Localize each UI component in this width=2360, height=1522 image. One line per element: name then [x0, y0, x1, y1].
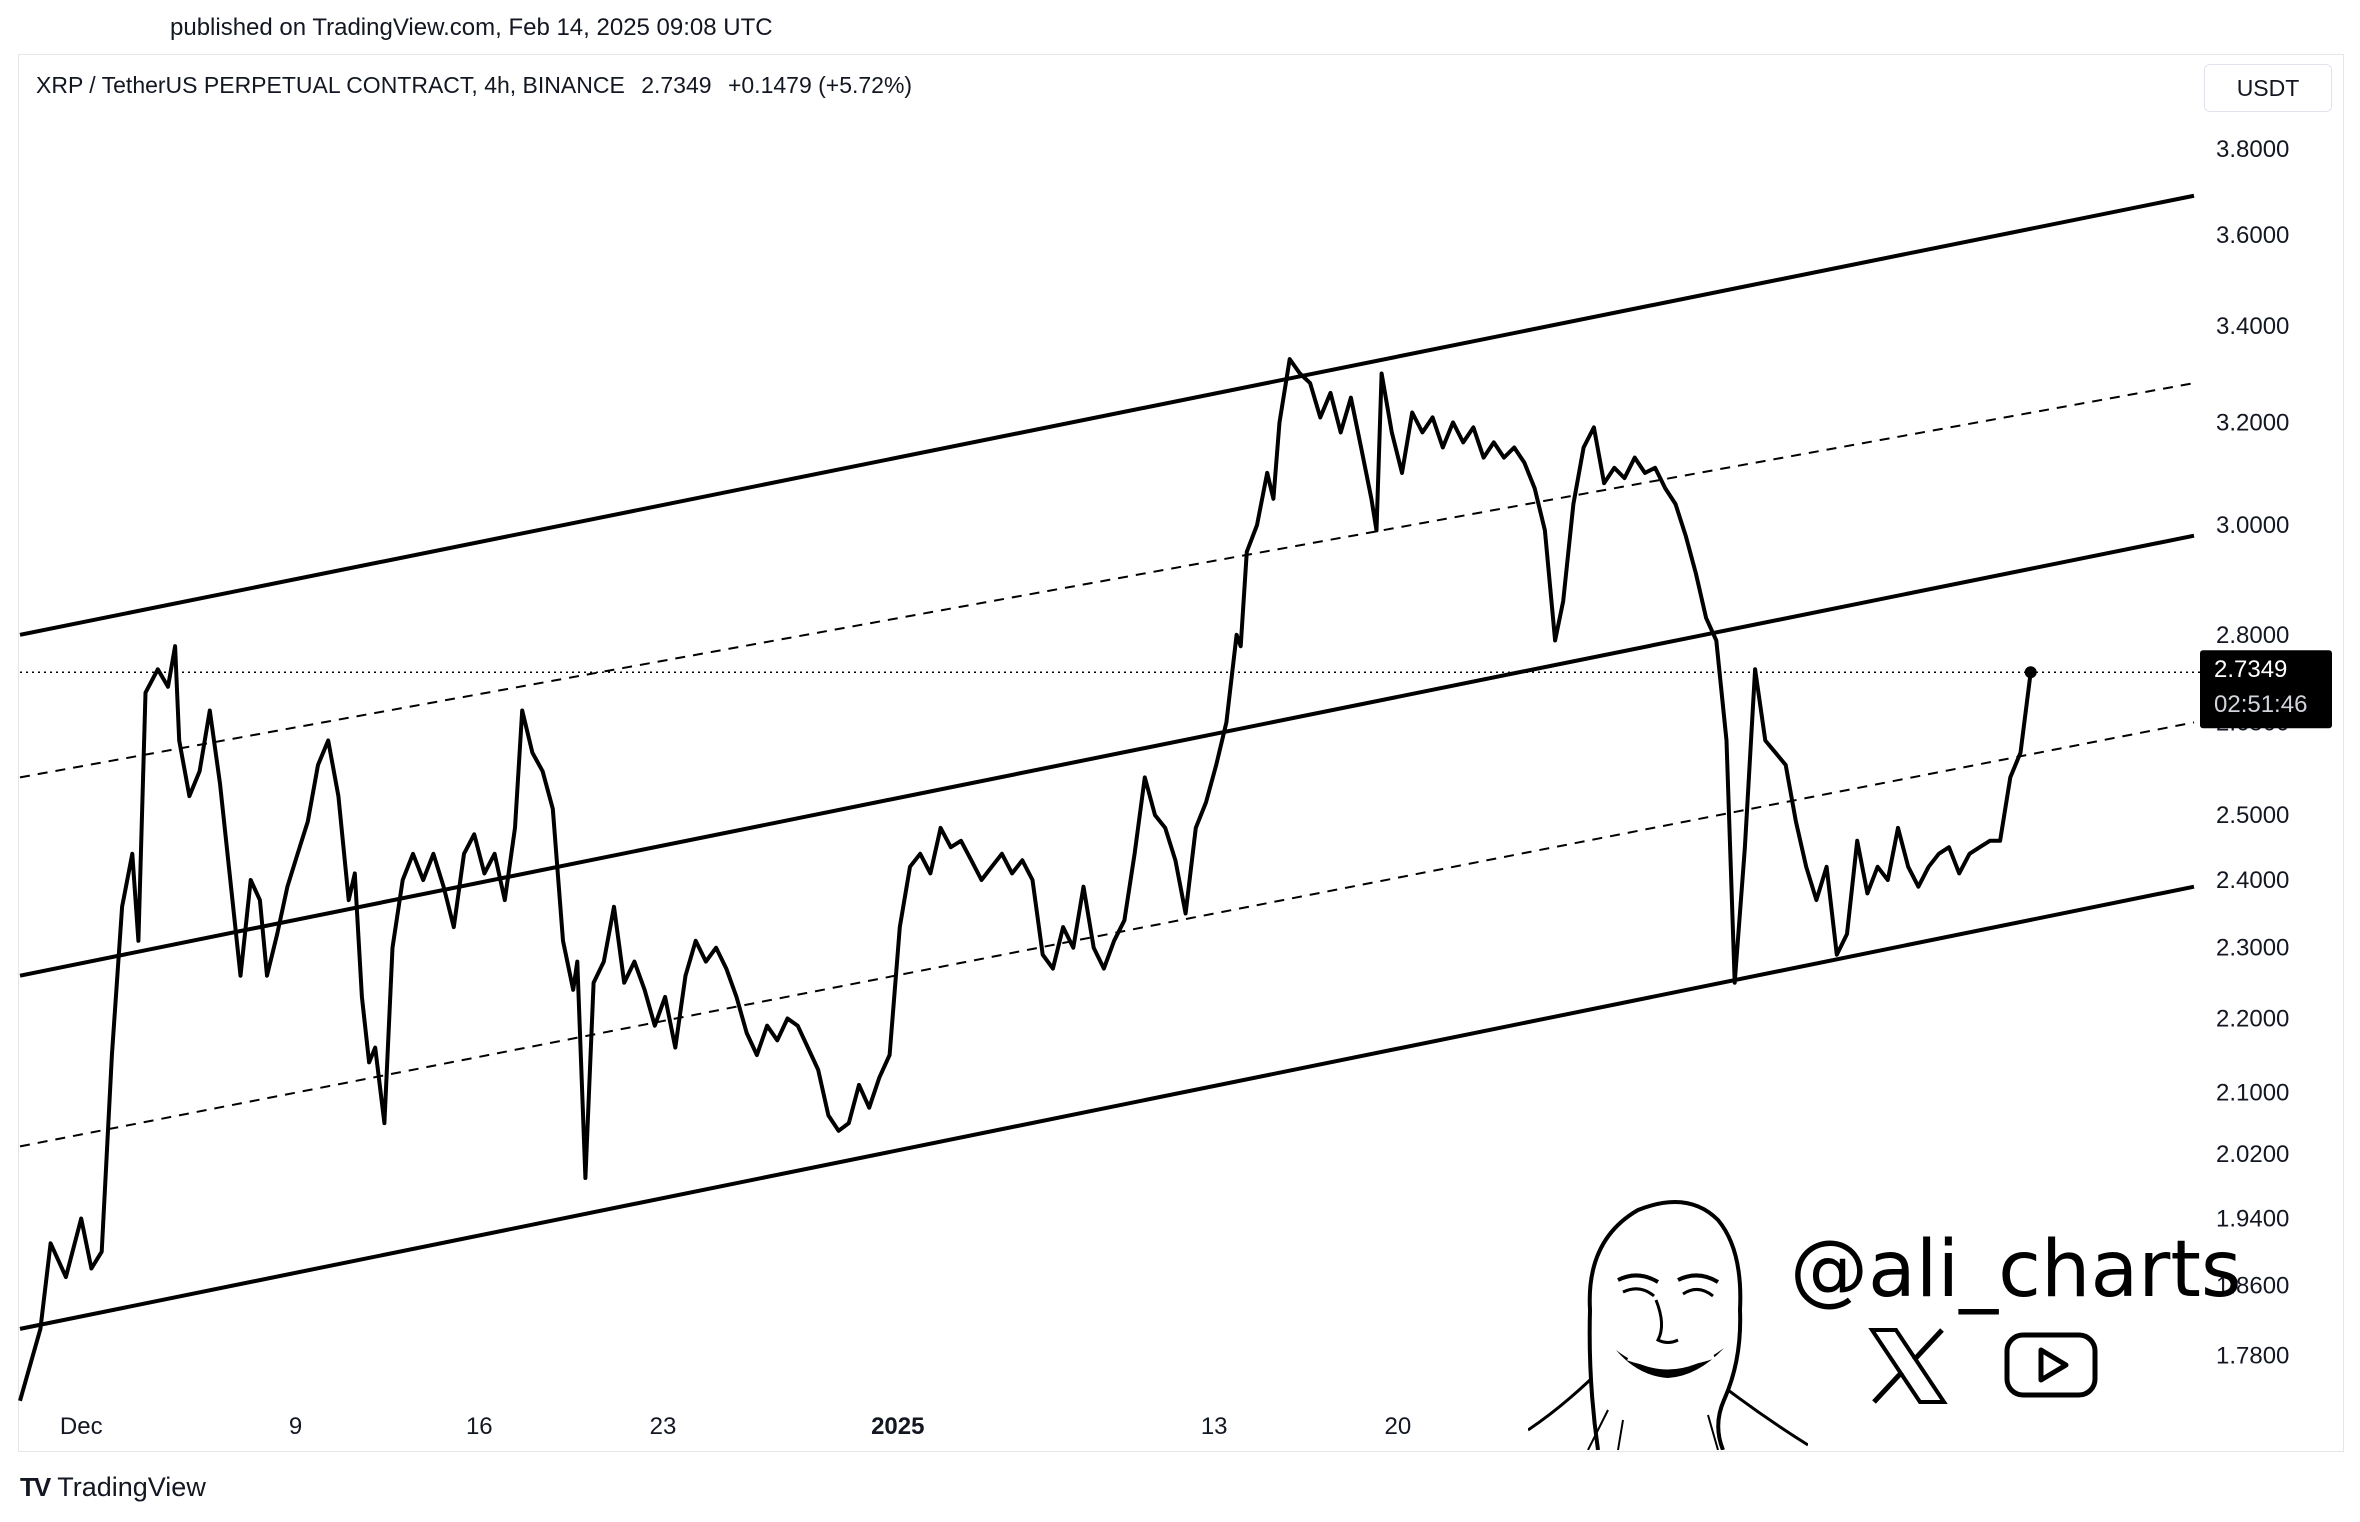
price-tag	[2200, 650, 2332, 729]
channel-line-solid-2	[19, 533, 2195, 978]
channel-line-dashed-1	[19, 382, 2195, 779]
y-tick-label: 2.2000	[2216, 1005, 2289, 1032]
published-caption: published on TradingView.com, Feb 14, 20…	[170, 14, 773, 41]
x-tick-label: 9	[289, 1413, 302, 1440]
price-change: +0.1479 (+5.72%)	[727, 72, 913, 98]
y-tick-label: 2.4000	[2216, 867, 2289, 894]
youtube-play-icon[interactable]	[2004, 1332, 2098, 1398]
y-tick-label: 1.8600	[2216, 1273, 2289, 1300]
y-tick-label: 1.9400	[2216, 1206, 2289, 1233]
price-tag-countdown: 02:51:46	[2214, 691, 2307, 718]
y-tick-label: 2.5000	[2216, 802, 2289, 829]
x-logo-icon[interactable]	[1868, 1326, 1948, 1406]
x-tick-label: 2025	[871, 1413, 924, 1440]
y-tick-label: 1.7800	[2216, 1342, 2289, 1369]
y-tick-label: 2.3000	[2216, 935, 2289, 962]
tradingview-logo[interactable]: TV TradingView	[20, 1472, 206, 1503]
author-handle: @ali_charts	[1790, 1225, 2242, 1315]
price-series-line	[18, 357, 2033, 1402]
cartoon-face-icon	[1528, 1200, 1808, 1450]
y-tick-label: 3.8000	[2216, 136, 2289, 163]
y-tick-label: 3.0000	[2216, 512, 2289, 539]
price-tag-value: 2.7349	[2214, 656, 2287, 683]
x-tick-label: 16	[466, 1413, 493, 1440]
tradingview-brand-label: TradingView	[57, 1472, 206, 1502]
channel-line-solid-0	[19, 193, 2195, 637]
last-price: 2.7349	[641, 72, 712, 98]
symbol-legend: XRP / TetherUS PERPETUAL CONTRACT, 4h, B…	[36, 72, 922, 99]
y-tick-label: 2.8000	[2216, 622, 2289, 649]
y-tick-label: 2.0200	[2216, 1141, 2289, 1168]
x-tick-label: 13	[1201, 1413, 1228, 1440]
x-tick-label: Dec	[60, 1413, 103, 1440]
y-tick-label: 3.2000	[2216, 409, 2289, 436]
symbol-title[interactable]: XRP / TetherUS PERPETUAL CONTRACT, 4h, B…	[36, 72, 625, 98]
chart-frame	[18, 54, 2344, 1452]
currency-button[interactable]: USDT	[2204, 64, 2332, 112]
tradingview-logo-icon: TV	[20, 1472, 51, 1502]
y-tick-label: 3.6000	[2216, 222, 2289, 249]
last-price-point	[2024, 666, 2037, 679]
x-tick-label: 20	[1385, 1413, 1412, 1440]
channel-line-solid-4	[19, 884, 2195, 1331]
channel-line-dashed-3	[19, 721, 2195, 1148]
y-tick-label: 3.4000	[2216, 313, 2289, 340]
x-tick-label: 23	[650, 1413, 677, 1440]
y-tick-label: 2.1000	[2216, 1079, 2289, 1106]
